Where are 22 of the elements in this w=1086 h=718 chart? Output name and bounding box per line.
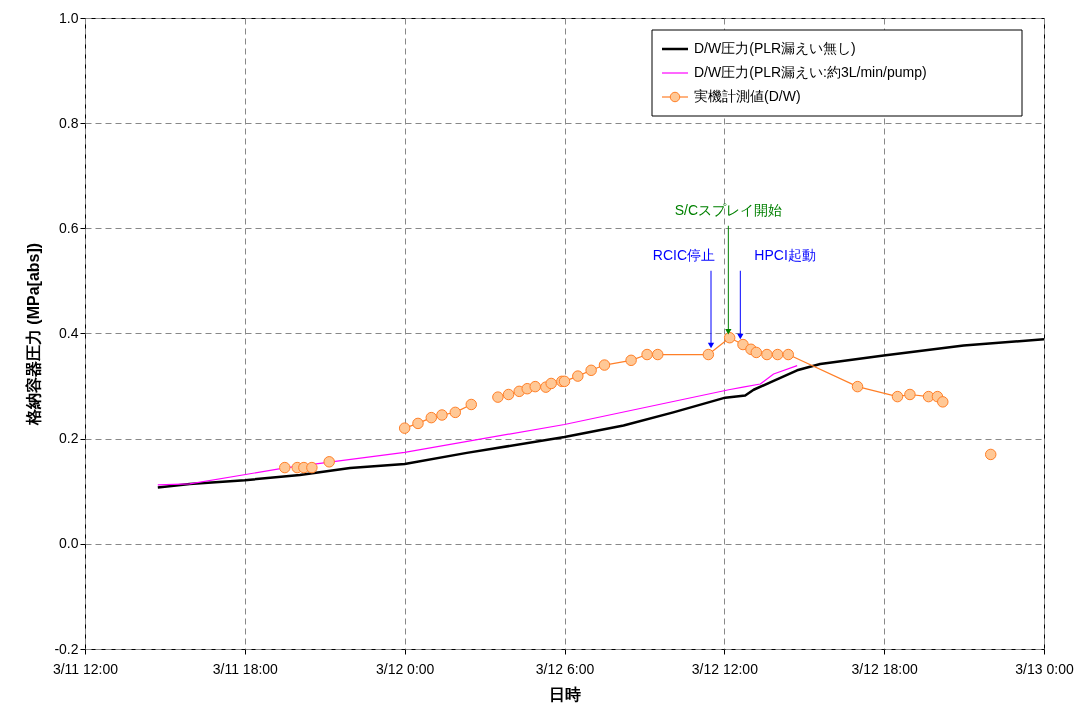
y-tick-label: 0.8 <box>59 114 79 131</box>
x-tick-label: 3/12 18:00 <box>851 660 918 677</box>
annotation: RCIC停止 <box>652 246 716 263</box>
annotation: S/Cスプレイ開始 <box>674 201 782 218</box>
x-tick-label: 3/12 0:00 <box>375 660 435 677</box>
y-axis-title: 格納容器圧力 (MPa[abs]) <box>24 242 43 427</box>
x-tick-label: 3/11 18:00 <box>212 660 279 677</box>
x-tick-label: 3/12 12:00 <box>691 660 759 677</box>
x-tick-label: 3/13 0:00 <box>1015 660 1074 677</box>
legend-label: D/W圧力(PLR漏えい:約3L/min/pump) <box>694 64 927 80</box>
annotation: HPCI起動 <box>754 246 816 263</box>
legend-label: D/W圧力(PLR漏えい無し) <box>694 40 856 56</box>
y-tick-label: 1.0 <box>59 9 79 26</box>
x-tick-label: 3/11 12:00 <box>52 660 119 677</box>
y-tick-label: 0.4 <box>59 325 79 341</box>
y-tick-label: 0.2 <box>59 430 79 447</box>
y-tick-label: 0.6 <box>59 219 79 236</box>
y-tick-label: 0.0 <box>59 535 79 552</box>
legend-label: 実機計測値(D/W) <box>694 88 801 104</box>
x-tick-label: 3/12 6:00 <box>535 660 595 677</box>
y-tick-label: -0.2 <box>54 640 79 657</box>
x-axis-title: 日時 <box>549 685 581 703</box>
